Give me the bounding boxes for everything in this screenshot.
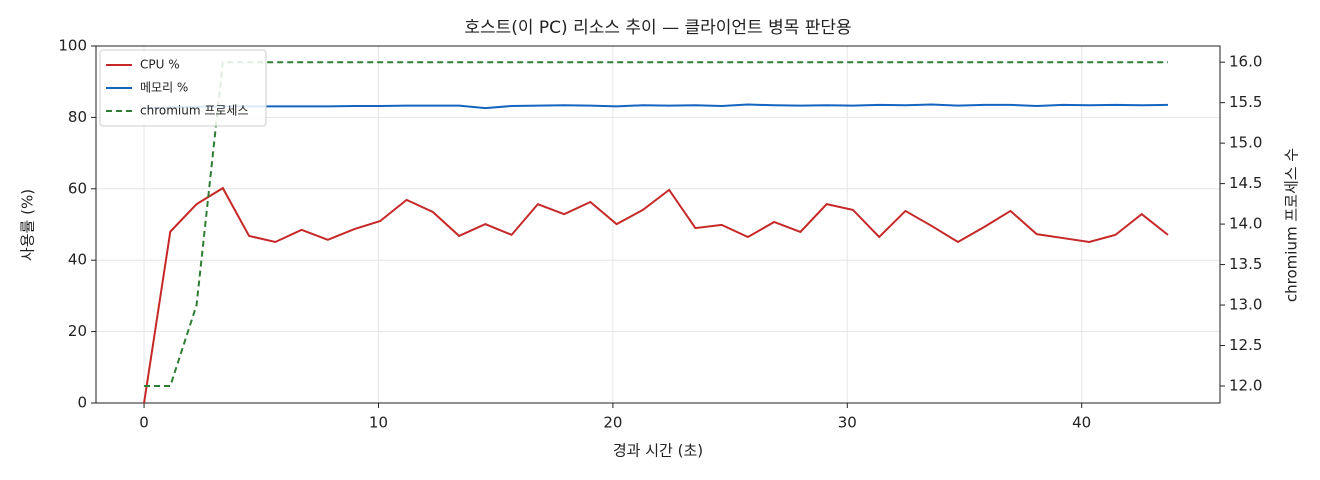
x-tick-label: 30 (838, 414, 857, 432)
y-tick-label: 80 (68, 108, 87, 126)
y2-tick-label: 12.5 (1229, 336, 1262, 354)
data-line (144, 61, 1168, 387)
legend-box (99, 49, 267, 127)
plot-frame (95, 45, 1221, 404)
y-axis-label: 사용률 (%) (19, 189, 37, 261)
data-line (144, 103, 1168, 110)
y2-tick-label: 14.0 (1229, 215, 1262, 233)
x-tick-label: 0 (139, 414, 149, 432)
x-tick-label: 20 (603, 414, 622, 432)
legend-label: chromium 프로세스 (140, 104, 249, 118)
y-tick-label: 40 (68, 251, 87, 269)
y-tick-label: 100 (58, 37, 87, 55)
x-axis-label: 경과 시간 (초) (613, 442, 703, 460)
y2-tick-label: 15.5 (1229, 93, 1262, 111)
data-line (143, 186, 1169, 404)
y-tick-label: 20 (68, 322, 87, 340)
chart-title: 호스트(이 PC) 리소스 추이 — 클라이언트 병목 판단용 (464, 18, 851, 38)
y2-tick-label: 12.0 (1229, 377, 1262, 395)
y2-tick-label: 15.0 (1229, 134, 1262, 152)
legend-label: CPU % (140, 58, 180, 72)
y-tick-label: 60 (68, 179, 87, 197)
y2-tick-label: 14.5 (1229, 174, 1262, 192)
y2-tick-label: 13.0 (1229, 296, 1262, 314)
x-tick-label: 10 (369, 414, 388, 432)
y2-axis-label: chromium 프로세스 수 (1283, 148, 1301, 302)
y-tick-label: 0 (77, 394, 87, 412)
y2-tick-label: 16.0 (1229, 53, 1262, 71)
y2-tick-label: 13.5 (1229, 255, 1262, 273)
x-tick-label: 40 (1072, 414, 1091, 432)
legend-label: 메모리 % (140, 81, 188, 95)
